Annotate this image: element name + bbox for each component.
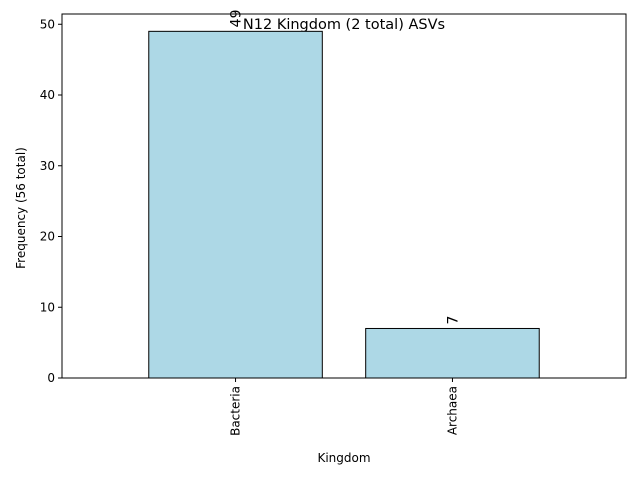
y-tick-label: 0 [47,371,55,385]
y-tick-label: 20 [40,230,55,244]
chart-title: N12 Kingdom (2 total) ASVs [243,17,445,33]
y-tick-label: 40 [40,88,55,102]
y-axis-label: Frequency (56 total) [14,147,28,269]
x-axis: Bacteria Archaea [229,378,459,436]
bar-value-label: 49 [229,10,245,28]
plot-frame [61,13,627,379]
bar-value-label: 7 [445,316,461,325]
x-tick-label: Archaea [445,386,459,435]
y-tick-label: 50 [40,17,55,31]
x-axis-label: Kingdom [317,451,370,465]
bars-group [148,30,540,379]
bar-archaea [365,327,540,379]
bar-bacteria [148,30,323,379]
y-axis: 0 10 20 30 40 50 [40,17,62,385]
y-tick-label: 30 [40,159,55,173]
x-tick-label: Bacteria [229,386,243,436]
y-tick-label: 10 [40,300,55,314]
